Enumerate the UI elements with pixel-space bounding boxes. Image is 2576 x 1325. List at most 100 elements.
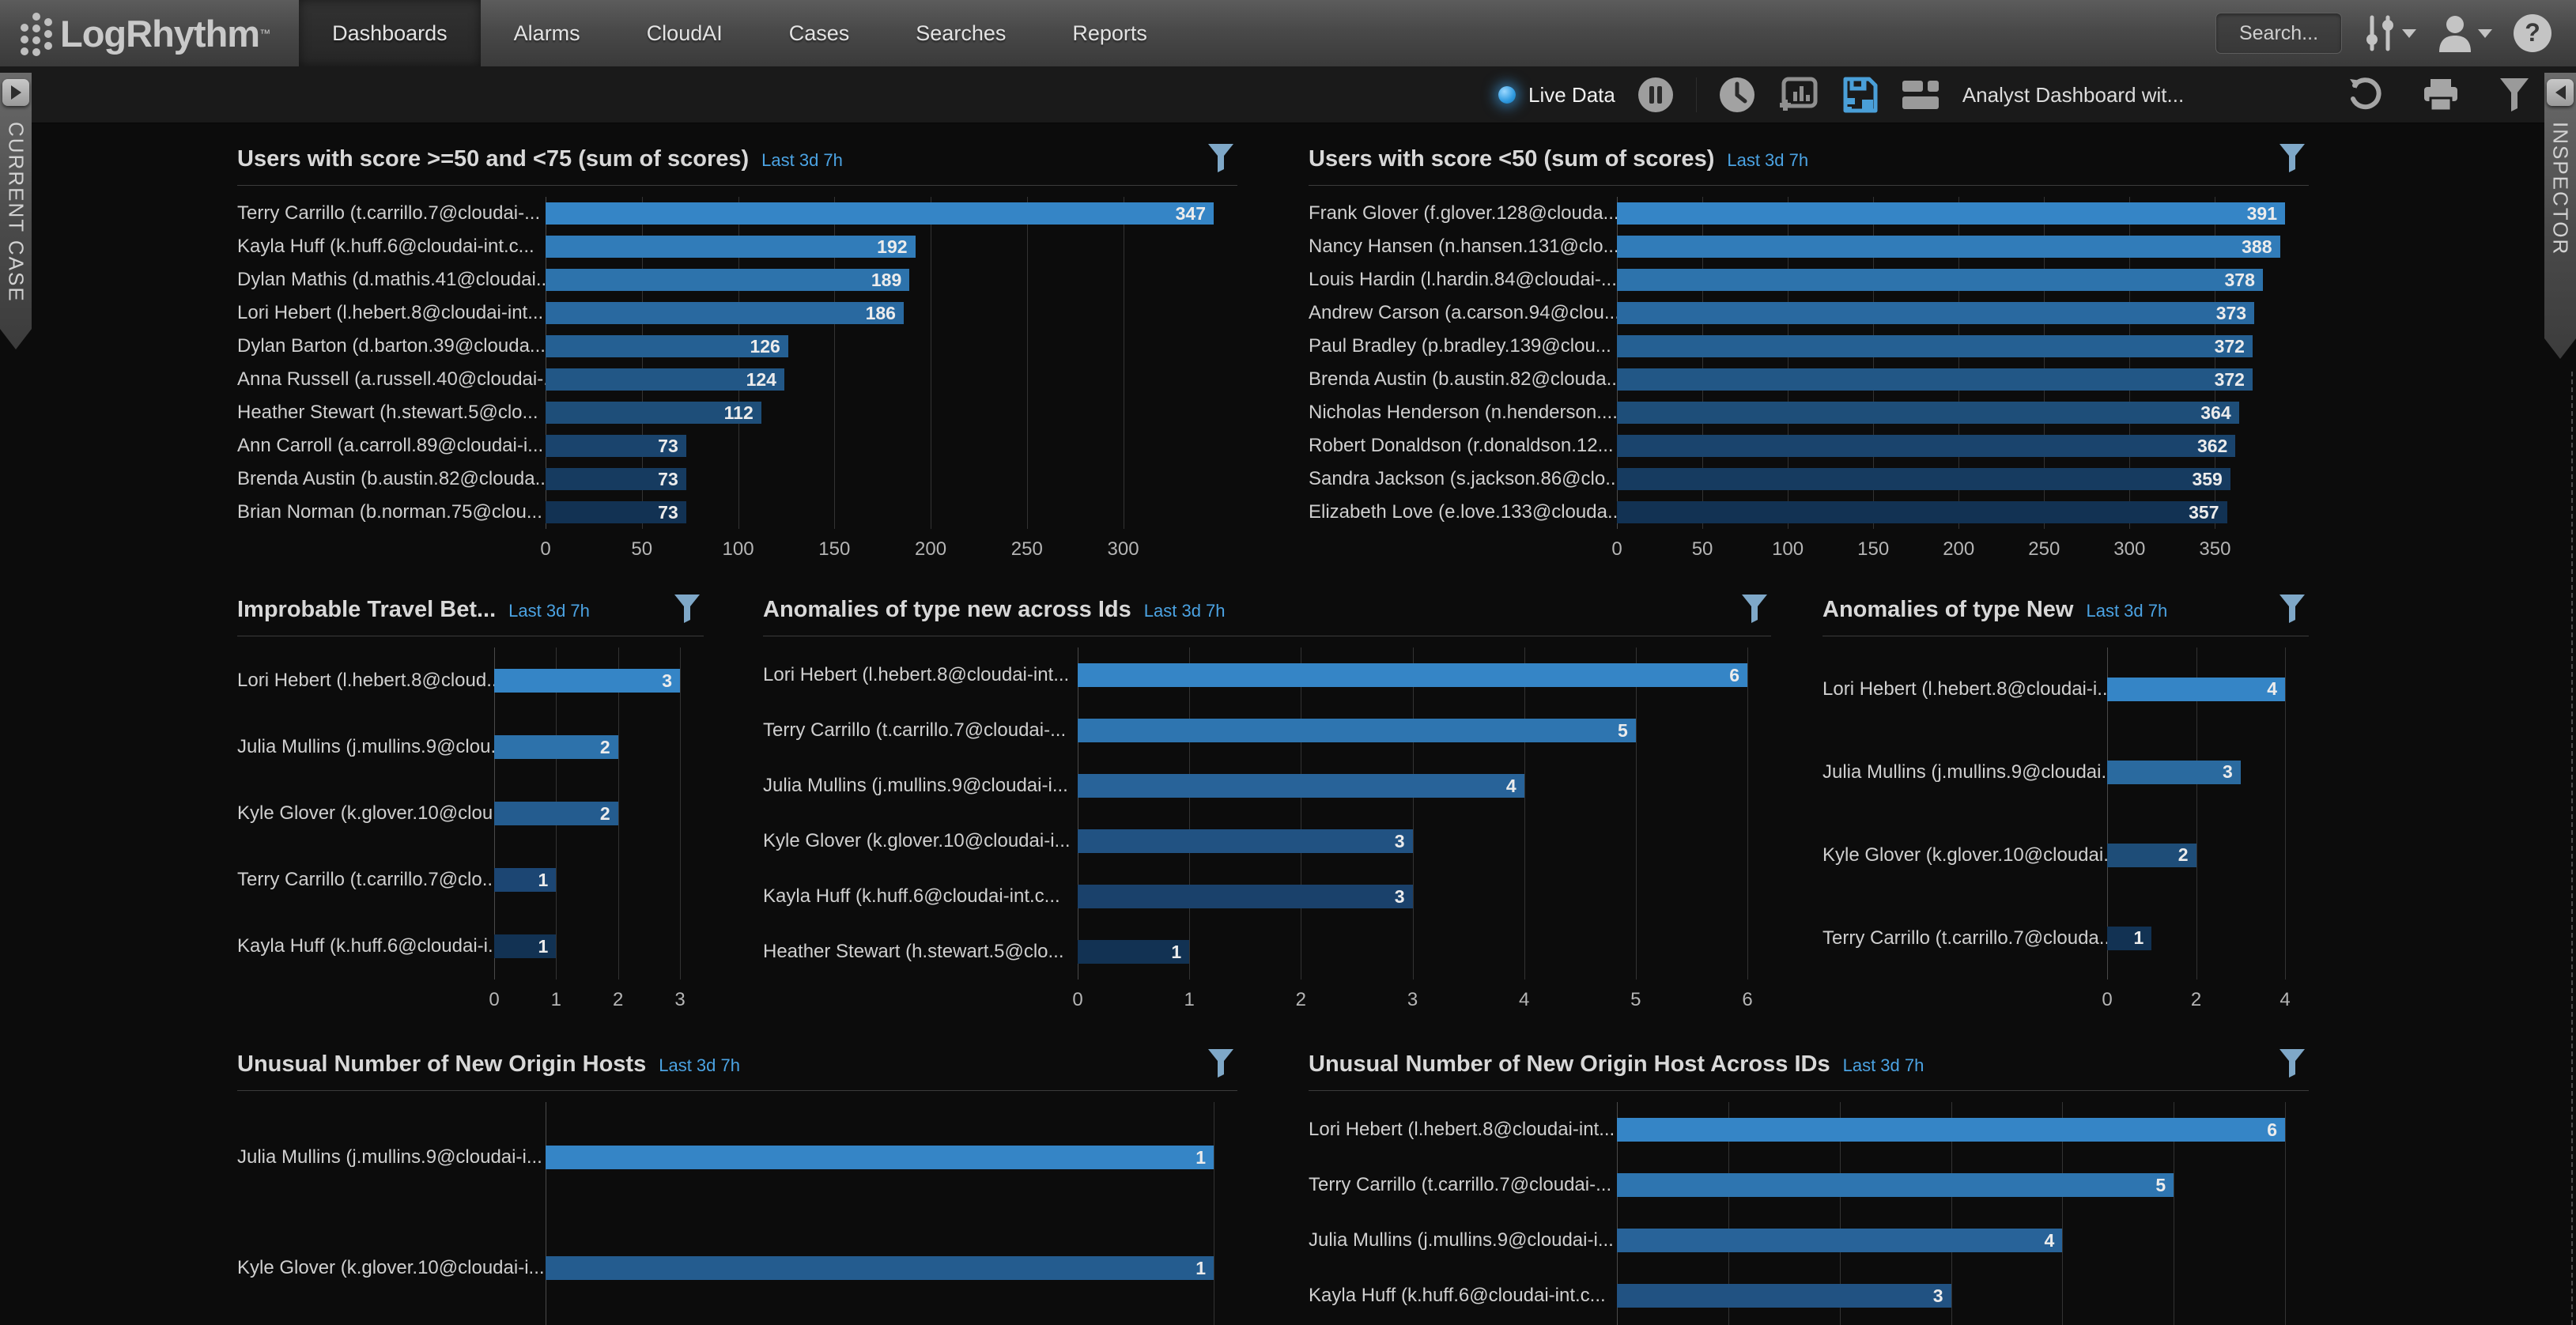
current-case-tab[interactable]: CURRENT CASE <box>0 73 32 349</box>
bar[interactable]: 4 <box>1078 774 1524 798</box>
grid-line <box>1702 197 1704 529</box>
help-button[interactable]: ? <box>2513 13 2552 53</box>
bar[interactable]: 3 <box>494 669 680 693</box>
save-dashboard-button[interactable] <box>1841 76 1879 114</box>
tab-cases[interactable]: Cases <box>788 21 850 45</box>
bar[interactable]: 126 <box>546 335 788 357</box>
row-label: Brian Norman (b.norman.75@clou... <box>237 501 542 523</box>
tab-dashboards[interactable]: Dashboards <box>299 0 481 66</box>
bar-track: 6 <box>1078 647 1747 703</box>
expand-current-case-button[interactable] <box>2 79 29 106</box>
grid-line <box>618 647 619 980</box>
grid-line <box>2107 647 2108 980</box>
bar[interactable]: 1 <box>494 868 557 892</box>
add-chart-icon <box>1779 77 1818 111</box>
settings-sliders-menu[interactable] <box>2363 14 2416 52</box>
axis-tick-label: 0 <box>1611 538 1622 560</box>
inspector-tab[interactable]: INSPECTOR <box>2544 73 2576 359</box>
bar[interactable]: 3 <box>1078 885 1413 908</box>
bar[interactable]: 192 <box>546 236 916 258</box>
bar[interactable]: 5 <box>1617 1173 2174 1197</box>
chart-filter-icon[interactable] <box>2279 1048 2306 1078</box>
bar[interactable]: 1 <box>546 1256 1214 1280</box>
bar[interactable]: 347 <box>546 202 1214 225</box>
row-label: Lori Hebert (l.hebert.8@cloud... <box>237 670 494 691</box>
add-widget-button[interactable] <box>1777 76 1819 114</box>
bar[interactable]: 3 <box>1078 829 1413 853</box>
bar[interactable]: 1 <box>1078 940 1190 964</box>
bar[interactable]: 3 <box>2107 760 2241 784</box>
pause-button[interactable] <box>1637 77 1674 113</box>
x-axis: 0 2 4 <box>2102 980 2290 1016</box>
bar[interactable]: 4 <box>1617 1229 2063 1252</box>
bar[interactable]: 5 <box>1078 719 1636 742</box>
row-label: Sandra Jackson (s.jackson.86@clo... <box>1309 468 1617 489</box>
row-label: Kyle Glover (k.glover.10@clou... <box>237 802 494 824</box>
bar-value: 3 <box>1932 1285 1943 1306</box>
tab-alarms[interactable]: Alarms <box>513 21 580 45</box>
bar[interactable]: 362 <box>1617 435 2236 457</box>
bar-track: 4 <box>1617 1213 2285 1268</box>
bar[interactable]: 3 <box>1617 1284 1951 1308</box>
dashboard-layout-button[interactable] <box>1901 77 1940 112</box>
dashboard-title[interactable]: Analyst Dashboard wit... <box>1962 82 2185 107</box>
bar[interactable]: 6 <box>1617 1118 2285 1142</box>
chart-time-range: Last 3d 7h <box>1727 150 1809 170</box>
bar-track: 388 <box>1617 230 2285 263</box>
print-button[interactable] <box>2423 77 2459 112</box>
bar[interactable]: 189 <box>546 269 910 291</box>
bar[interactable]: 73 <box>546 501 686 523</box>
chart-row: Dylan Mathis (d.mathis.41@cloudai... 189 <box>237 263 1237 296</box>
bar[interactable]: 186 <box>546 302 904 324</box>
chart-filter-icon[interactable] <box>674 594 701 624</box>
bar[interactable]: 391 <box>1617 202 2285 225</box>
row-label: Louis Hardin (l.hardin.84@cloudai-... <box>1309 269 1617 290</box>
user-menu[interactable] <box>2437 14 2492 52</box>
chart-title: Unusual Number of New Origin Hosts <box>237 1051 647 1077</box>
bar[interactable]: 6 <box>1078 663 1747 687</box>
grid-line <box>2196 647 2197 980</box>
chart-filter-icon[interactable] <box>1207 143 1234 173</box>
bar[interactable]: 2 <box>2107 843 2196 867</box>
chart-row: Anna Russell (a.russell.40@cloudai-... 12… <box>237 363 1237 396</box>
bar[interactable]: 364 <box>1617 402 2239 424</box>
bar[interactable]: 357 <box>1617 501 2227 523</box>
tab-cloudai[interactable]: CloudAI <box>646 21 723 45</box>
x-axis: 0 1 2 3 <box>489 980 685 1016</box>
bar[interactable]: 112 <box>546 402 761 424</box>
bar[interactable]: 373 <box>1617 302 2255 324</box>
bar-value: 3 <box>2222 761 2233 782</box>
search-button[interactable]: Search... <box>2215 13 2342 54</box>
time-range-button[interactable] <box>1719 77 1755 113</box>
live-data-indicator[interactable]: Live Data <box>1498 83 1615 108</box>
bar[interactable]: 2 <box>494 802 618 825</box>
chart-filter-icon[interactable] <box>1207 1048 1234 1078</box>
bar[interactable]: 1 <box>546 1146 1214 1169</box>
bar[interactable]: 359 <box>1617 468 2230 490</box>
bar[interactable]: 1 <box>2107 926 2152 950</box>
chart-filter-icon[interactable] <box>2279 143 2306 173</box>
chart-filter-icon[interactable] <box>2279 594 2306 624</box>
bar[interactable]: 378 <box>1617 269 2263 291</box>
bar[interactable]: 1 <box>494 934 557 958</box>
bar[interactable]: 2 <box>494 735 618 759</box>
dashboard-filter-button[interactable] <box>2499 77 2530 113</box>
bar[interactable]: 73 <box>546 435 686 457</box>
bar-value: 373 <box>2215 302 2247 323</box>
tab-searches[interactable]: Searches <box>916 21 1007 45</box>
row-label: Kayla Huff (k.huff.6@cloudai-int.c... <box>237 236 534 257</box>
bar[interactable]: 372 <box>1617 368 2253 391</box>
row-label: Elizabeth Love (e.love.133@clouda... <box>1309 501 1617 523</box>
bar-track: 3 <box>1078 813 1747 869</box>
expand-inspector-button[interactable] <box>2547 79 2574 106</box>
bar[interactable]: 4 <box>2107 677 2285 701</box>
row-label: Nancy Hansen (n.hansen.131@clo... <box>1309 236 1617 257</box>
bar[interactable]: 124 <box>546 368 784 391</box>
tab-reports[interactable]: Reports <box>1072 21 1147 45</box>
bar[interactable]: 372 <box>1617 335 2253 357</box>
bar[interactable]: 73 <box>546 468 686 490</box>
chart-filter-icon[interactable] <box>1741 594 1768 624</box>
bar-value: 1 <box>538 869 549 890</box>
bar[interactable]: 388 <box>1617 236 2280 258</box>
refresh-button[interactable] <box>2348 77 2383 112</box>
